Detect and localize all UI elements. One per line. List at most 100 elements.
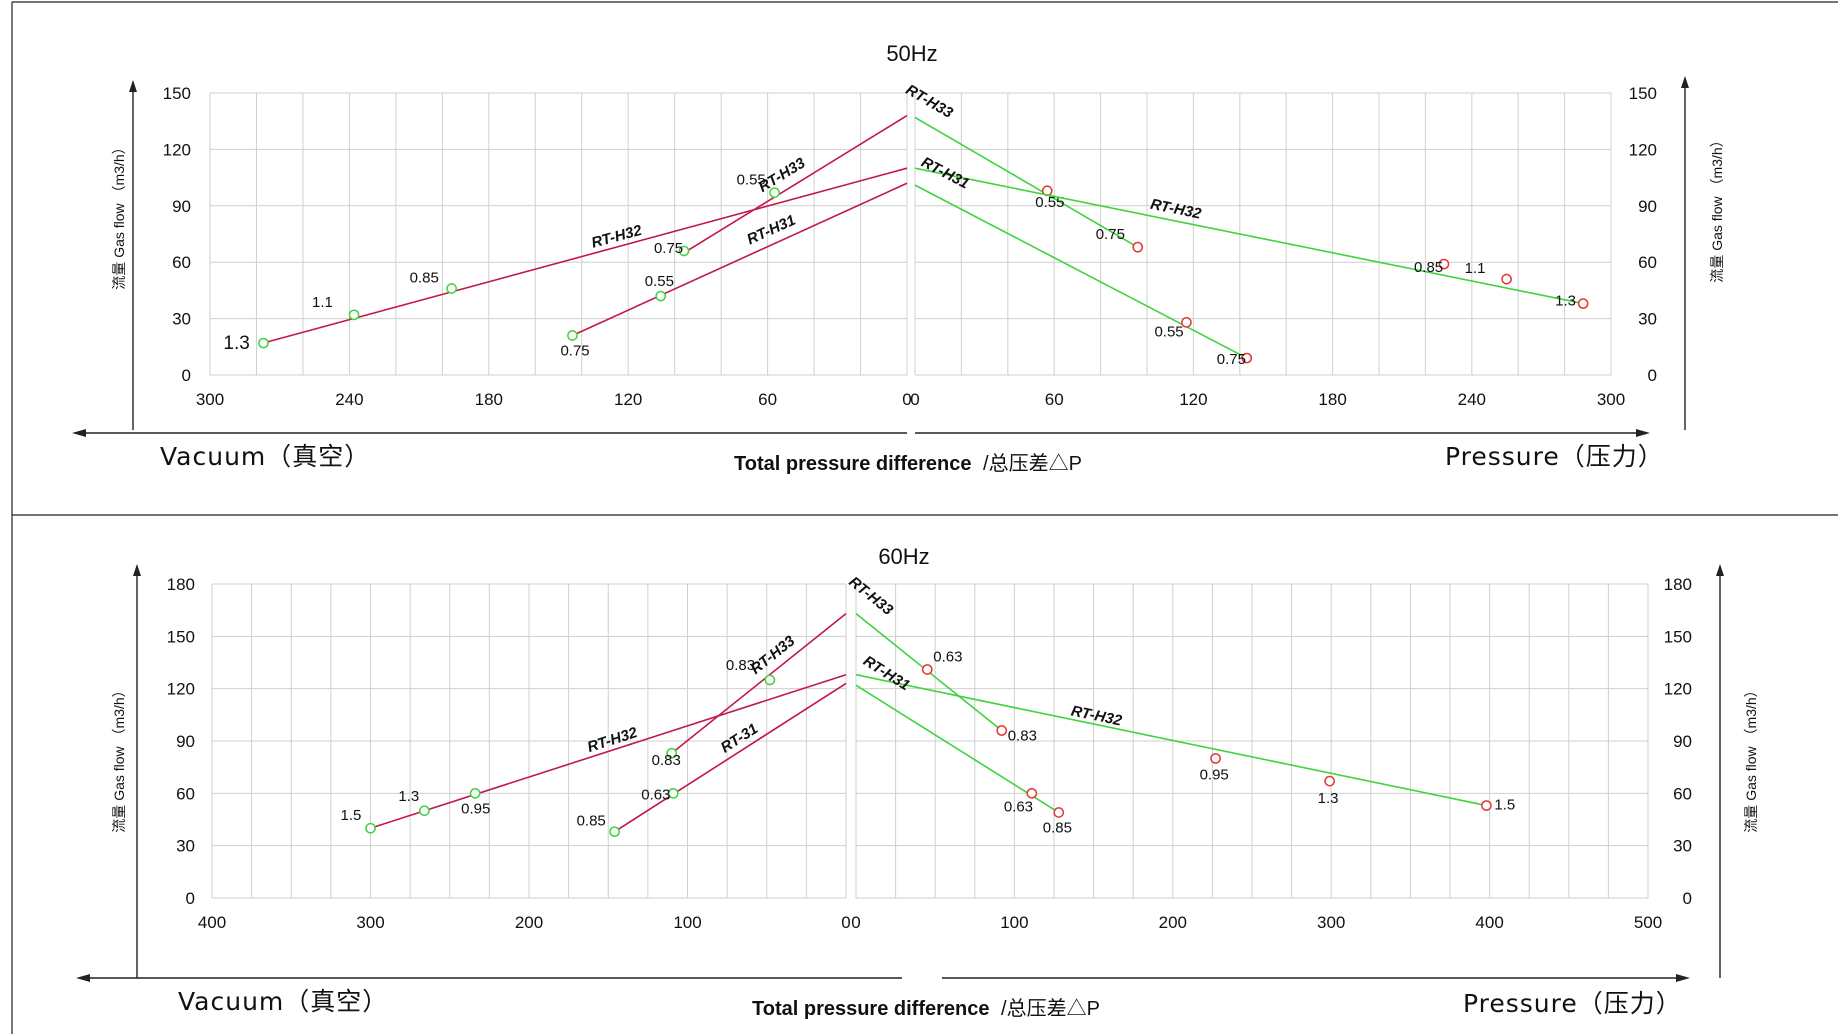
panel-50hz-pressure-x-tick-label: 240 <box>1458 390 1486 409</box>
panel-50hz-pressure-line-rt-h33 <box>914 116 1139 248</box>
panel-50hz-vacuum-point-rt-h33 <box>769 187 780 198</box>
panel-50hz-ylabel-right: 流量 Gas flow （m3/h） <box>1709 133 1725 282</box>
panel-60hz-pressure-curve-label-rt-h31: RT-H31 <box>860 652 913 694</box>
panel-60hz-vacuum-label: Vacuum（真空） <box>178 987 388 1016</box>
panel-50hz-pressure-point-label-rt-h33: 0.55 <box>1035 194 1064 211</box>
panel-50hz-pressure-y-tick-label: 120 <box>1629 140 1657 159</box>
panel-60hz-pressure-y-tick-label: 60 <box>1673 784 1692 803</box>
panel-60hz-title: 60Hz <box>878 544 929 569</box>
panel-50hz-pressure-y-tick-label: 90 <box>1638 197 1657 216</box>
panel-50hz-vacuum-x-tick-label: 0 <box>902 390 911 409</box>
panel-60hz-vacuum-x-tick-label: 300 <box>356 913 384 932</box>
panel-60hz-vacuum-y-tick-label: 150 <box>167 627 195 646</box>
panel-60hz-xlabel-bold: Total pressure difference <box>752 998 989 1020</box>
panel-50hz-vacuum-y-tick-label: 0 <box>182 366 191 385</box>
panel-60hz-xlabel-rest: /总压差△P <box>1001 997 1100 1020</box>
panel-60hz-vacuum-y-tick-label: 0 <box>186 889 195 908</box>
panel-50hz-xlabel-rest: /总压差△P <box>983 452 1082 475</box>
panel-60hz-pressure-point-label-rt-h33: 0.83 <box>1008 728 1037 745</box>
panel-60hz-pressure-label: Pressure（压力） <box>1463 989 1682 1018</box>
panel-50hz-vacuum-point-label-rt-h32: 1.1 <box>312 294 333 311</box>
chart-marks: 300 240 180 120 60 00306090120150RT-H321.31.1… <box>72 76 1724 982</box>
panel-50hz-pressure-x-tick-label: 300 <box>1597 390 1625 409</box>
panel-60hz-vacuum-point-label-rt-h32: 1.3 <box>398 788 419 805</box>
panel-60hz-pressure-line-rt-h31 <box>855 684 1060 814</box>
panel-60hz-pressure-line-rt-h32 <box>855 673 1487 807</box>
panel-60hz-pressure-point-label-rt-h32: 1.5 <box>1494 797 1515 814</box>
panel-50hz-pressure-point-label-rt-h32: 0.85 <box>1414 259 1443 276</box>
panel-50hz-vacuum-point-label-rt-h31: 0.55 <box>645 273 674 290</box>
panel-50hz-vacuum-y-tick-label: 30 <box>172 310 191 329</box>
panel-50hz-vacuum-x-tick-label: 240 <box>335 390 363 409</box>
panel-60hz-vacuum-point-rt-h33 <box>666 747 678 759</box>
panel-50hz-vacuum-point-rt-h33 <box>678 245 690 257</box>
panel-50hz-pressure-point-rt-h31 <box>1181 317 1192 328</box>
panel-50hz-vacuum-point-label-rt-h31: 0.75 <box>560 343 589 360</box>
panel-60hz-vacuum-point-label-rt-31: 0.63 <box>641 786 670 803</box>
panel-60hz-xlabel: Total pressure difference /总压差△P <box>752 997 1100 1020</box>
panel-50hz-pressure-point-rt-h31 <box>1241 352 1253 364</box>
panel-50hz-pressure-point-rt-h32 <box>1438 258 1450 270</box>
panel-60hz-vacuum-point-rt-31 <box>667 787 679 799</box>
panel-60hz-ylabel-right: 流量 Gas flow （m3/h） <box>1743 683 1759 832</box>
panel-50hz-xlabel-bold: Total pressure difference <box>734 453 971 475</box>
panel-60hz-pressure-x-tick-label: 400 <box>1475 913 1503 932</box>
panel-60hz-pressure-curve-label-rt-h33: RT-H33 <box>845 573 896 619</box>
panel-60hz-pressure-point-label-rt-h32: 1.3 <box>1318 790 1339 807</box>
panel-60hz-pressure-x-tick-label: 200 <box>1159 913 1187 932</box>
panel-50hz-vacuum-arrow-head <box>72 429 86 437</box>
panel-60hz-vacuum-x-tick-label: 100 <box>673 913 701 932</box>
panel-50hz-pressure-point-rt-h32 <box>1501 273 1512 285</box>
panel-50hz-vacuum-point-rt-h31 <box>655 290 667 302</box>
panel-50hz-pressure-curve-label-rt-h31: RT-H31 <box>918 154 971 193</box>
panel-60hz-vacuum-x-tick-label: 200 <box>515 913 543 932</box>
panel-50hz-vacuum-point-rt-h32 <box>446 283 457 294</box>
panel-50hz-pressure-x-tick-label: 120 <box>1179 390 1207 409</box>
panel-50hz-vacuum-point-label-rt-h32: 0.85 <box>410 270 439 287</box>
panel-50hz-xlabel: Total pressure difference /总压差△P <box>734 452 1082 475</box>
panel-60hz-vacuum-point-label-rt-h33: 0.83 <box>726 657 755 674</box>
panel-60hz-vacuum-line-rt-h32 <box>370 673 847 829</box>
panel-50hz-pressure-point-rt-h32 <box>1577 298 1589 309</box>
panel-60hz-pressure-point-rt-h31 <box>1026 787 1038 799</box>
panel-60hz-vacuum-y-tick-label: 180 <box>167 575 195 594</box>
panel-60hz-pressure-y-tick-label: 30 <box>1673 837 1692 856</box>
panel-60hz-pressure-y-tick-label: 150 <box>1664 627 1692 646</box>
panel-60hz-pressure-point-rt-h33 <box>996 725 1008 736</box>
panel-50hz-pressure-point-label-rt-h32: 1.1 <box>1465 260 1486 277</box>
panel-50hz-vacuum-x-tick-label: 120 <box>614 390 642 409</box>
panel-60hz-pressure-x-tick-label: 300 <box>1317 913 1345 932</box>
panel-60hz-vacuum-x-tick-label: 400 <box>198 913 226 932</box>
panel-50hz-vacuum-point-rt-h31 <box>567 330 578 341</box>
panel-50hz-vacuum-point-label-rt-h33: 0.75 <box>654 240 683 257</box>
panel-60hz-pressure-point-rt-h32 <box>1481 800 1492 811</box>
panel-50hz-pressure-y-tick-label: 0 <box>1648 366 1657 385</box>
panel-60hz-pressure-point-label-rt-h33: 0.63 <box>933 648 962 665</box>
panel-60hz-vacuum-point-rt-h32 <box>365 822 376 834</box>
panel-60hz-pressure-y-tick-label: 90 <box>1673 732 1692 751</box>
panel-60hz-vacuum-curve-label-rt-h32: RT-H32 <box>585 724 640 756</box>
panel-60hz-pressure-arrow-head <box>1676 974 1690 982</box>
panel-60hz-right-axis-arrow <box>1716 564 1724 576</box>
panel-50hz-vacuum-point-rt-h32 <box>258 337 269 349</box>
panel-50hz-vacuum-point-rt-h32 <box>348 309 360 321</box>
panel-60hz-pressure-point-rt-h32 <box>1324 775 1335 787</box>
panel-50hz-vacuum-y-tick-label: 150 <box>163 84 191 103</box>
panel-60hz-pressure-y-tick-label: 180 <box>1664 575 1692 594</box>
panel-60hz-vacuum-point-rt-h32 <box>419 805 430 817</box>
panel-60hz-pressure-point-label-rt-h31: 0.63 <box>1004 798 1033 815</box>
panel-60hz-vacuum-arrow-head <box>76 974 90 982</box>
panel-60hz-pressure-y-tick-label: 120 <box>1664 680 1692 699</box>
panel-50hz-vacuum-y-tick-label: 90 <box>172 197 191 216</box>
panel-50hz-pressure-curve-label-rt-h32: RT-H32 <box>1149 196 1203 223</box>
panel-60hz-pressure-x-tick-label: 100 <box>1000 913 1028 932</box>
panel-50hz-pressure-x-tick-label: 60 <box>1045 390 1064 409</box>
panel-60hz-vacuum-point-label-rt-h32: 1.5 <box>341 807 362 824</box>
panel-60hz-vacuum-point-rt-h33 <box>764 674 776 686</box>
panel-50hz-pressure-x-tick-label: 0 <box>910 390 919 409</box>
panel-50hz-pressure-point-rt-h33 <box>1132 241 1144 253</box>
panel-60hz-vacuum-point-label-rt-h33: 0.83 <box>652 752 681 769</box>
panel-60hz-left-axis-arrow <box>133 564 141 576</box>
panel-50hz-vacuum-x-tick-label: 300 <box>196 390 224 409</box>
panel-50hz-pressure-point-label-rt-h31: 0.75 <box>1217 351 1246 368</box>
